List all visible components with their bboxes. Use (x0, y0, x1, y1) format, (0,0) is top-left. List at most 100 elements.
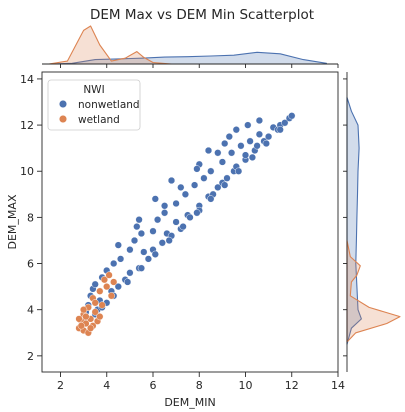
point-nonwetland-96 (262, 139, 270, 148)
legend-title: NWI (83, 84, 104, 96)
x-tick-label-14: 14 (331, 379, 345, 392)
legend-marker-wetland (58, 114, 68, 124)
legend-label-wetland: wetland (78, 114, 120, 126)
legend-box (47, 79, 141, 131)
x-tick-label-10: 10 (239, 379, 253, 392)
point-wetland-17 (107, 292, 116, 300)
point-nonwetland-48 (227, 149, 236, 157)
marginal-x-nonwetland (48, 51, 327, 65)
point-nonwetland-37 (190, 181, 199, 189)
point-wetland-12 (96, 287, 104, 295)
point-nonwetland-65 (288, 112, 296, 120)
point-wetland-21 (86, 324, 95, 332)
x-tick-label-6: 6 (150, 379, 157, 392)
point-wetland-22 (91, 299, 99, 307)
marginal-x-density (42, 25, 339, 68)
y-tick-label-4: 4 (27, 304, 34, 317)
point-nonwetland-21 (137, 229, 146, 238)
point-nonwetland-63 (281, 119, 289, 127)
y-tick-label-14: 14 (20, 73, 34, 86)
point-wetland-20 (82, 312, 90, 321)
x-tick-label-12: 12 (285, 379, 299, 392)
marginal-y-nonwetland (346, 96, 362, 345)
point-wetland-14 (100, 276, 109, 284)
point-nonwetland-76 (255, 116, 264, 125)
point-nonwetland-17 (126, 246, 134, 254)
point-nonwetland-94 (234, 167, 243, 175)
point-nonwetland-27 (158, 239, 166, 247)
point-nonwetland-31 (172, 199, 180, 208)
point-nonwetland-42 (207, 167, 215, 175)
point-nonwetland-44 (214, 183, 222, 192)
y-tick-label-10: 10 (20, 165, 34, 178)
point-nonwetland-40 (200, 174, 208, 182)
point-nonwetland-66 (114, 241, 122, 249)
x-tick-label-4: 4 (103, 379, 110, 392)
point-wetland-13 (98, 301, 106, 309)
point-nonwetland-51 (237, 142, 245, 150)
point-nonwetland-36 (186, 213, 194, 222)
point-nonwetland-68 (151, 195, 159, 203)
point-nonwetland-75 (244, 121, 252, 129)
point-nonwetland-54 (246, 137, 254, 145)
point-wetland-10 (91, 308, 99, 316)
point-nonwetland-14 (114, 282, 122, 291)
point-nonwetland-15 (116, 255, 125, 263)
marginal-x-wetland (48, 25, 173, 65)
point-wetland-25 (75, 315, 83, 323)
y-tick-label-8: 8 (27, 211, 34, 224)
point-wetland-23 (96, 312, 104, 321)
plot-frame (41, 71, 339, 373)
point-nonwetland-28 (160, 209, 169, 217)
scatter-points (75, 112, 296, 337)
point-wetland-19 (77, 322, 85, 330)
legend: NWI nonwetland wetland (47, 79, 141, 131)
point-nonwetland-72 (204, 146, 213, 155)
point-wetland-15 (103, 282, 111, 291)
point-nonwetland-18 (126, 269, 134, 277)
x-tick-label-8: 8 (196, 379, 203, 392)
point-nonwetland-87 (137, 264, 146, 272)
point-nonwetland-73 (221, 139, 229, 148)
point-wetland-24 (79, 306, 88, 314)
point-nonwetland-47 (223, 174, 231, 182)
chart-title: DEM Max vs DEM Min Scatterplot (90, 7, 314, 23)
point-nonwetland-80 (160, 202, 169, 210)
point-nonwetland-95 (248, 153, 257, 162)
legend-label-nonwetland: nonwetland (78, 99, 140, 111)
marginal-y-wetland (346, 239, 401, 343)
y-axis-label: DEM_MAX (6, 194, 19, 249)
point-nonwetland-24 (149, 227, 157, 235)
point-nonwetland-67 (133, 222, 141, 231)
point-nonwetland-97 (276, 126, 284, 134)
point-wetland-16 (105, 271, 113, 279)
x-axis-label: DEM_MIN (164, 396, 215, 409)
y-tick-label-6: 6 (27, 258, 34, 271)
point-nonwetland-19 (130, 236, 139, 245)
point-nonwetland-53 (241, 151, 250, 159)
point-wetland-18 (110, 278, 118, 286)
point-nonwetland-34 (181, 190, 190, 198)
point-nonwetland-86 (123, 278, 132, 286)
point-nonwetland-13 (110, 259, 118, 268)
point-nonwetland-56 (253, 142, 261, 150)
point-nonwetland-70 (177, 183, 185, 192)
y-tick-label-2: 2 (27, 350, 34, 363)
point-nonwetland-81 (214, 149, 222, 157)
point-nonwetland-57 (255, 130, 264, 138)
point-nonwetland-89 (165, 236, 173, 245)
marginal-y-density (343, 72, 401, 372)
point-nonwetland-22 (140, 248, 148, 256)
point-nonwetland-79 (225, 132, 233, 141)
x-tick-label-2: 2 (57, 379, 64, 392)
point-nonwetland-92 (207, 195, 215, 203)
point-nonwetland-77 (135, 216, 143, 224)
point-nonwetland-69 (167, 176, 176, 185)
point-nonwetland-78 (193, 165, 201, 173)
point-nonwetland-88 (151, 250, 159, 258)
legend-marker-nonwetland (58, 99, 68, 109)
x-axis-ticks: 2 4 6 8 10 12 14 (57, 372, 345, 392)
point-nonwetland-59 (264, 132, 273, 141)
point-nonwetland-26 (153, 216, 162, 224)
